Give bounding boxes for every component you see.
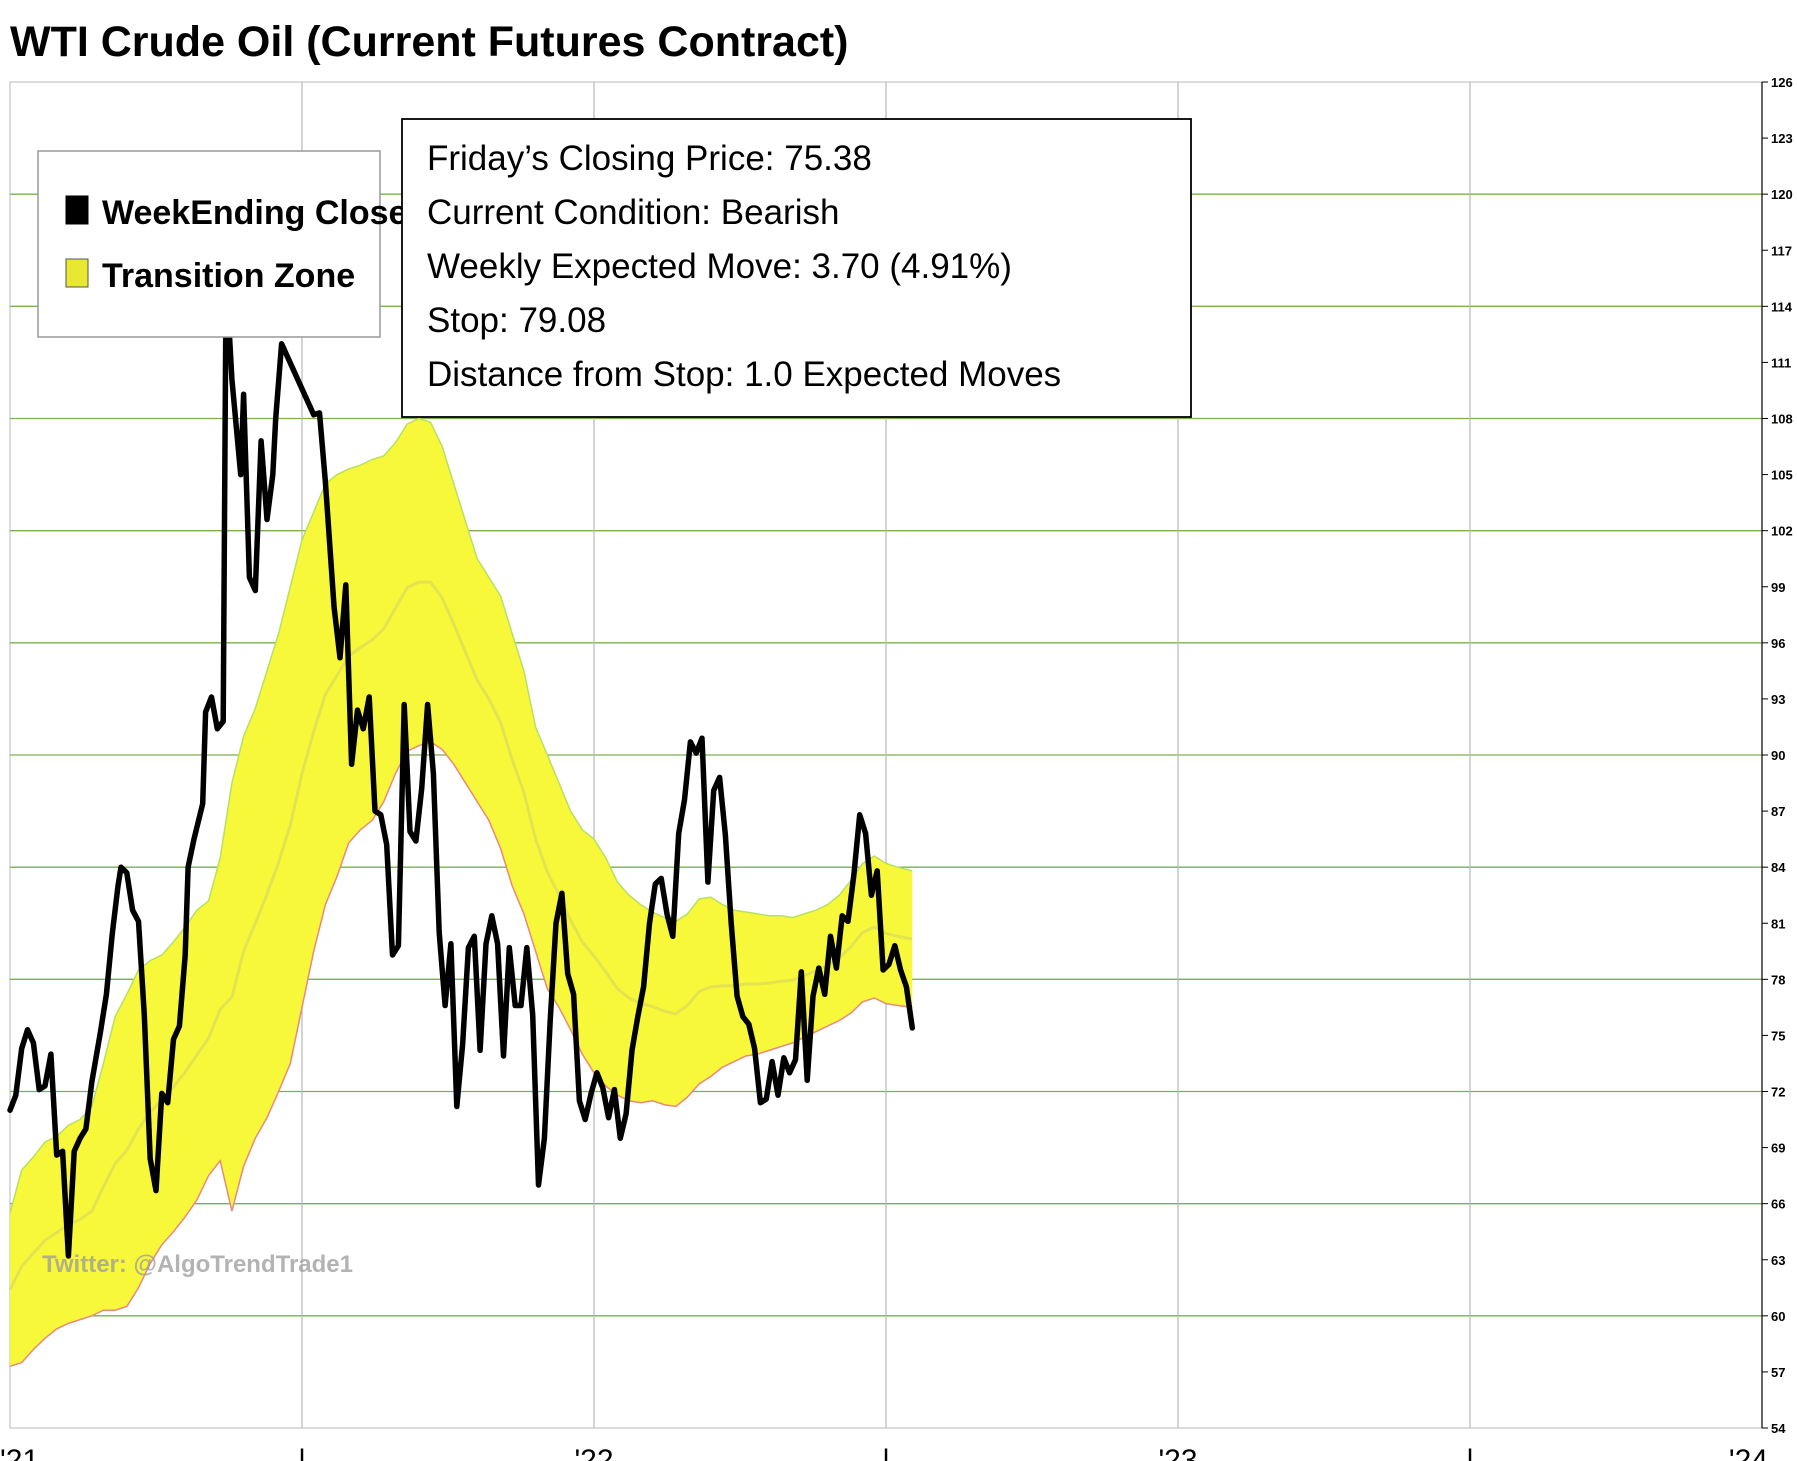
ytick-label-57: 57 [1771,1365,1785,1380]
legend-label-zone: Transition Zone [102,257,355,295]
info-expected-move: Weekly Expected Move: 3.70 (4.91%) [427,247,1012,286]
ytick-label-123: 123 [1771,131,1793,146]
legend-swatch-zone [65,258,89,288]
info-current-condition: Current Condition: Bearish [427,193,839,232]
ytick-label-90: 90 [1771,748,1785,763]
ytick-label-78: 78 [1771,972,1785,987]
ytick-label-87: 87 [1771,804,1785,819]
ytick-label-108: 108 [1771,412,1793,427]
ytick-label-114: 114 [1771,299,1793,314]
y-axis: 54 57 60 63 66 69 72 75 78 81 84 87 90 93 96 99 102 105 10… [1761,75,1793,1436]
ytick-label-126: 126 [1771,75,1793,90]
ytick-label-81: 81 [1771,916,1785,931]
transition-zone-band [10,418,913,1367]
legend-swatch-close [65,195,89,225]
watermark: Twitter: @AlgoTrendTrade1 [42,1251,353,1278]
ytick-label-66: 66 [1771,1197,1785,1212]
weekending-close-line [7,271,916,1259]
info-closing-price: Friday’s Closing Price: 75.38 [427,139,872,178]
transition-zone [8,417,913,1368]
ytick-label-54: 54 [1771,1421,1786,1436]
xtick-label-6: '24 [1729,1444,1768,1461]
legend: WeekEnding Close Transition Zone [37,150,407,338]
x-axis: '21 | '22 | '23 | '24 [0,1444,1768,1461]
xtick-label-4: '23 [1158,1444,1197,1461]
info-stop: Stop: 79.08 [427,301,606,340]
close-series [7,271,916,1259]
legend-box [37,150,381,338]
info-box-frame [401,118,1192,418]
transition-zone-lower [9,741,913,1368]
ytick-label-96: 96 [1771,636,1785,651]
ytick-label-117: 117 [1771,243,1792,258]
xtick-label-5: | [1466,1444,1474,1461]
ytick-label-72: 72 [1771,1085,1785,1100]
ytick-label-102: 102 [1771,524,1793,539]
ytick-label-63: 63 [1771,1253,1785,1268]
info-box: Friday’s Closing Price: 75.38 Current Co… [401,118,1192,418]
xtick-label-1: | [298,1444,306,1461]
ytick-label-105: 105 [1771,468,1793,483]
xtick-label-3: | [882,1444,890,1461]
ytick-label-111: 111 [1771,355,1791,370]
ytick-label-75: 75 [1771,1028,1785,1043]
ytick-label-69: 69 [1771,1141,1785,1156]
chart-title: WTI Crude Oil (Current Futures Contract) [10,18,849,66]
ytick-label-60: 60 [1771,1309,1785,1324]
transition-zone-upper [9,417,913,1214]
info-distance-from-stop: Distance from Stop: 1.0 Expected Moves [427,355,1061,394]
xtick-label-0: '21 [0,1444,39,1461]
ytick-label-84: 84 [1771,860,1786,875]
ytick-label-99: 99 [1771,580,1785,595]
xtick-label-2: '22 [574,1444,613,1461]
legend-label-close: WeekEnding Close [102,194,407,232]
ytick-label-93: 93 [1771,692,1785,707]
ytick-label-120: 120 [1771,187,1793,202]
